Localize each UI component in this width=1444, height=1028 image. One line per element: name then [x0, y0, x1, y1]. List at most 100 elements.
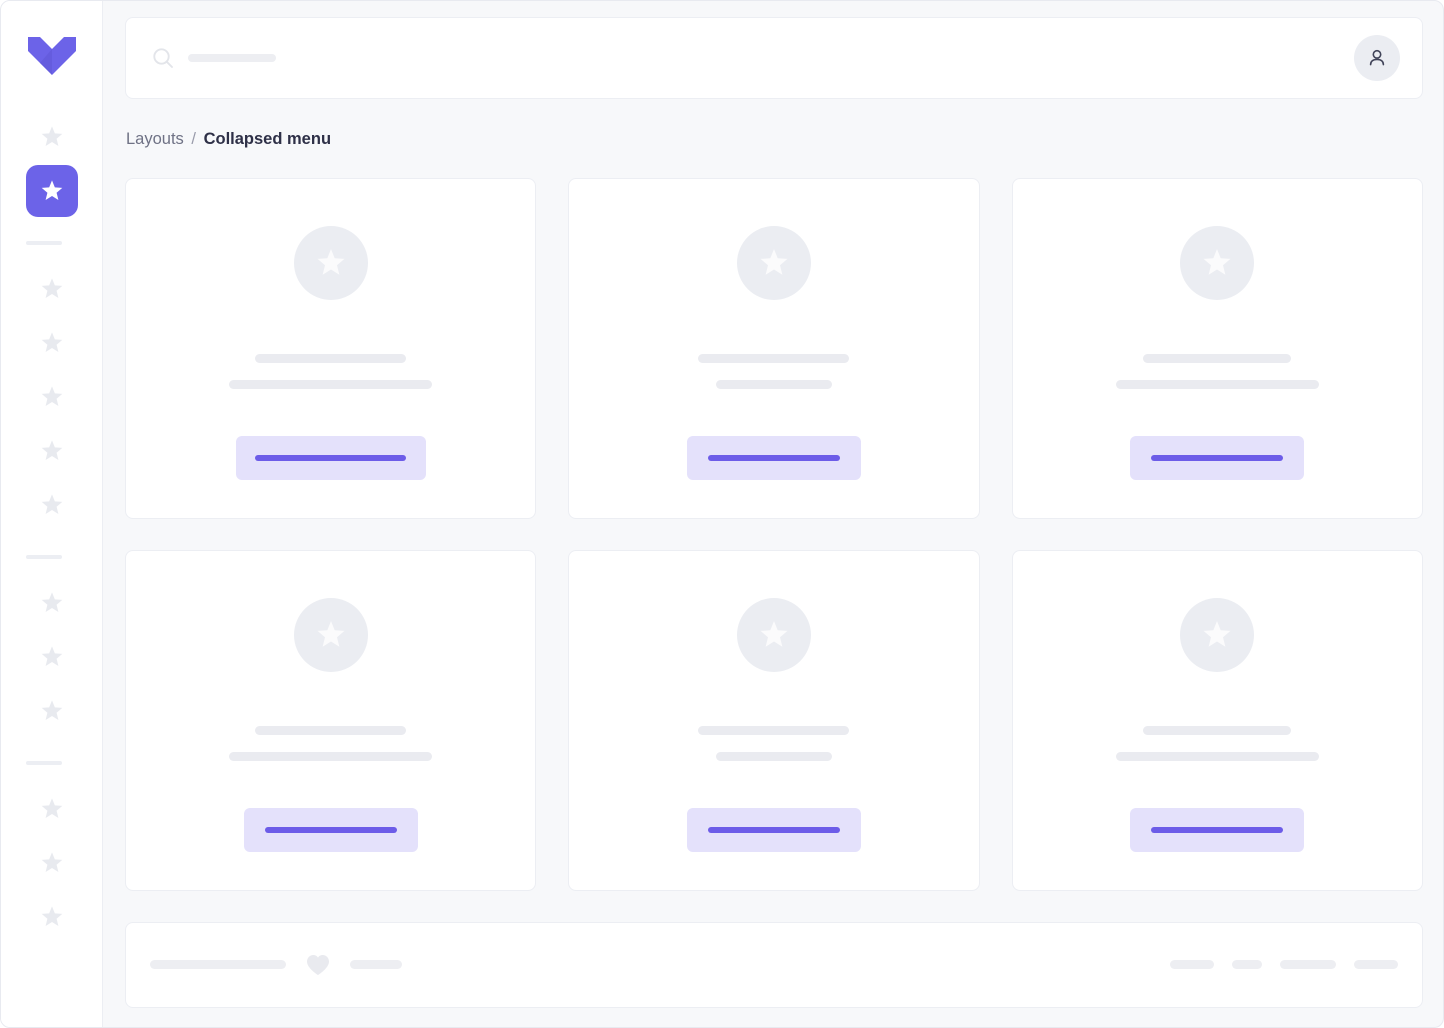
card-avatar [293, 225, 368, 300]
star-icon [314, 246, 348, 280]
card-text-skeleton [698, 353, 850, 389]
card-action-button[interactable] [1130, 435, 1305, 480]
star-icon [39, 124, 65, 150]
sidebar-group-3 [26, 783, 78, 945]
card-action-button[interactable] [686, 435, 861, 480]
sidebar-item-5[interactable] [26, 371, 78, 423]
breadcrumb-current: Collapsed menu [203, 130, 332, 148]
card-avatar [293, 597, 368, 672]
card-skeleton-line-2 [1115, 379, 1319, 389]
sidebar-item-13[interactable] [26, 891, 78, 943]
heart-icon[interactable] [305, 953, 331, 977]
card-action-button[interactable] [235, 435, 426, 480]
sidebar-group-0 [25, 111, 78, 219]
card-skeleton-line-1 [698, 725, 850, 735]
card-avatar [736, 597, 811, 672]
card-3 [1011, 177, 1423, 519]
star-icon [39, 698, 65, 724]
star-icon [39, 438, 65, 464]
breadcrumb: Layouts / Collapsed menu [125, 131, 1423, 148]
star-icon [39, 330, 65, 356]
footer-left-group [150, 953, 402, 977]
card-button-label-skeleton [1151, 826, 1284, 833]
card-action-button[interactable] [686, 807, 861, 852]
star-icon [39, 178, 65, 204]
star-icon [757, 246, 791, 280]
sidebar-item-1[interactable] [26, 111, 78, 163]
search-icon [152, 47, 174, 69]
sidebar-item-2[interactable] [25, 165, 78, 217]
sidebar-divider-1 [25, 241, 62, 245]
star-icon [1200, 246, 1234, 280]
footer-skeleton-secondary [350, 960, 402, 969]
footer-link-skeleton-4[interactable] [1354, 960, 1398, 969]
card-skeleton-line-2 [229, 751, 433, 761]
sidebar-item-12[interactable] [26, 837, 78, 889]
sidebar [1, 1, 103, 1027]
footer-bar [125, 921, 1423, 1008]
card-skeleton-line-1 [1143, 725, 1292, 735]
card-skeleton-line-1 [255, 725, 407, 735]
star-icon [39, 384, 65, 410]
star-icon [39, 492, 65, 518]
footer-link-skeleton-1[interactable] [1170, 960, 1214, 969]
card-skeleton-line-2 [1115, 751, 1319, 761]
sidebar-item-9[interactable] [26, 631, 78, 683]
sidebar-item-11[interactable] [26, 783, 78, 835]
search-placeholder-skeleton [188, 54, 276, 62]
card-grid [125, 177, 1423, 891]
breadcrumb-parent[interactable]: Layouts [126, 130, 184, 148]
avatar[interactable] [1354, 35, 1400, 81]
star-icon [757, 618, 791, 652]
card-skeleton-line-2 [715, 379, 832, 389]
card-4 [125, 549, 537, 891]
sidebar-item-4[interactable] [26, 317, 78, 369]
breadcrumb-separator: / [191, 130, 196, 148]
star-icon [39, 276, 65, 302]
card-skeleton-line-1 [1143, 353, 1292, 363]
main-content: Layouts / Collapsed menu [103, 1, 1443, 1027]
card-text-skeleton [229, 353, 433, 389]
card-action-button[interactable] [243, 807, 418, 852]
sidebar-item-3[interactable] [26, 263, 78, 315]
card-text-skeleton [1115, 353, 1319, 389]
card-avatar [1180, 597, 1255, 672]
card-button-label-skeleton [1151, 454, 1284, 461]
star-icon [39, 904, 65, 930]
sidebar-divider-2 [25, 555, 62, 559]
star-icon [1200, 618, 1234, 652]
user-icon [1365, 46, 1389, 70]
card-skeleton-line-2 [229, 379, 433, 389]
sidebar-nav [25, 111, 78, 945]
card-avatar [1180, 225, 1255, 300]
card-text-skeleton [1115, 725, 1319, 761]
sidebar-item-10[interactable] [26, 685, 78, 737]
card-skeleton-line-1 [255, 353, 407, 363]
footer-link-skeleton-2[interactable] [1232, 960, 1262, 969]
footer-skeleton-primary [150, 960, 286, 969]
card-5 [568, 549, 980, 891]
card-2 [568, 177, 980, 519]
card-action-button[interactable] [1130, 807, 1305, 852]
card-1 [125, 177, 537, 519]
search-input[interactable] [152, 47, 1354, 69]
sidebar-item-6[interactable] [26, 425, 78, 477]
card-text-skeleton [229, 725, 433, 761]
card-text-skeleton [698, 725, 850, 761]
footer-right-group [1170, 960, 1398, 969]
star-icon [314, 618, 348, 652]
card-button-label-skeleton [707, 454, 840, 461]
footer-link-skeleton-3[interactable] [1280, 960, 1336, 969]
sidebar-item-7[interactable] [26, 479, 78, 531]
sidebar-item-8[interactable] [26, 577, 78, 629]
card-skeleton-line-1 [698, 353, 850, 363]
sidebar-group-1 [26, 263, 78, 533]
chevron-logo[interactable] [26, 31, 78, 77]
star-icon [39, 850, 65, 876]
card-button-label-skeleton [707, 826, 840, 833]
card-button-label-skeleton [255, 454, 407, 461]
card-skeleton-line-2 [715, 751, 832, 761]
star-icon [39, 796, 65, 822]
top-header-bar [125, 17, 1423, 99]
